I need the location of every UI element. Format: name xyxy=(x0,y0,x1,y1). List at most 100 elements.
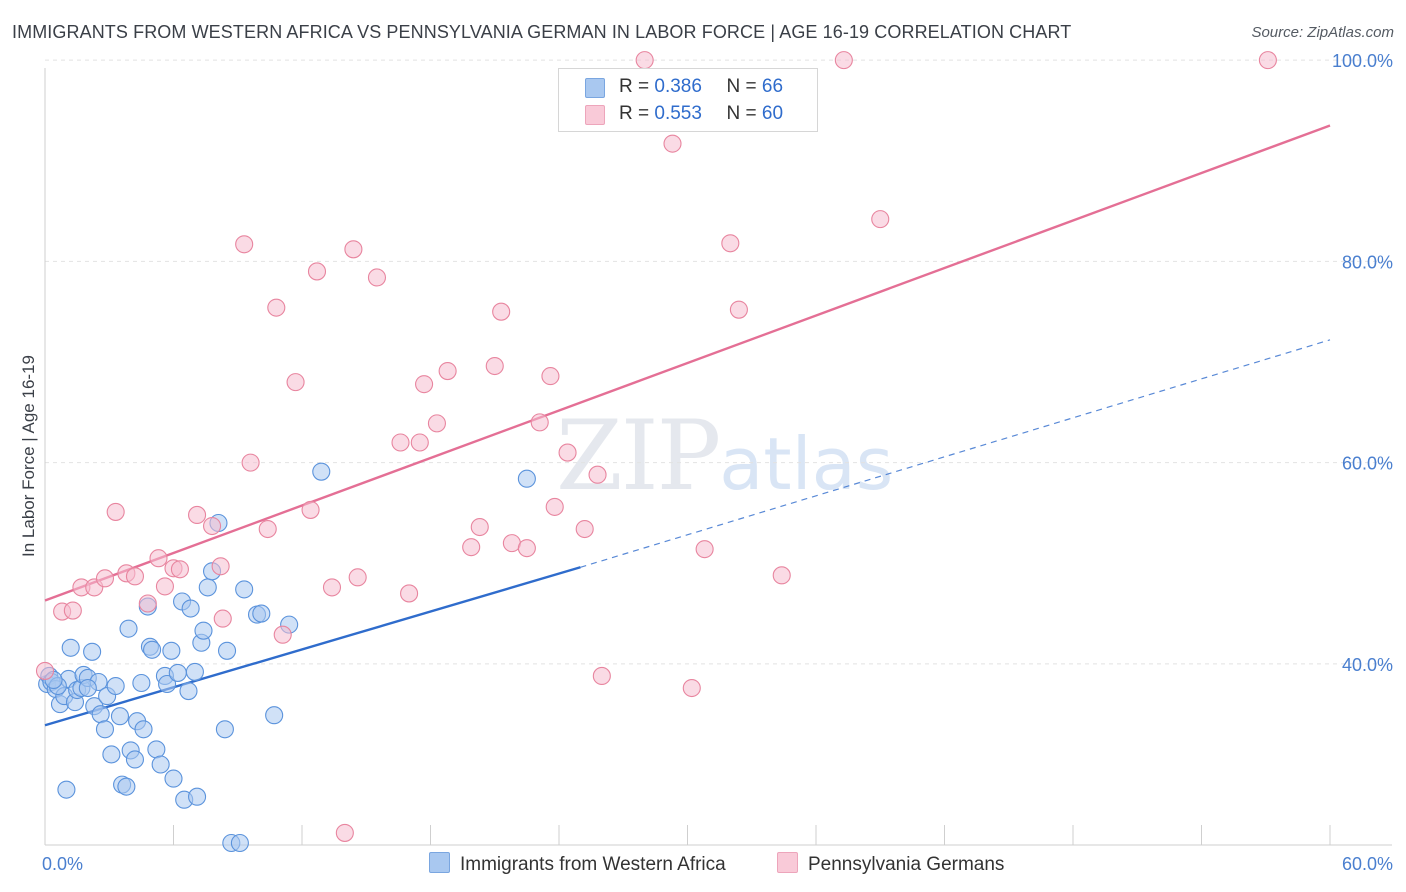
point-pennsylvania-german xyxy=(682,678,701,698)
watermark: ZIPatlas xyxy=(556,400,893,512)
point-pennsylvania-german xyxy=(545,497,564,516)
point-pennsylvania-german xyxy=(400,584,419,603)
point-pennsylvania-german xyxy=(502,534,521,553)
point-western-africa xyxy=(162,641,181,660)
point-pennsylvania-german xyxy=(235,235,254,254)
point-pennsylvania-german xyxy=(871,210,890,229)
trend-line-pennsylvania-german xyxy=(44,124,1331,602)
point-western-africa xyxy=(252,604,271,623)
legend-r-value-1: 0.386 xyxy=(654,76,702,97)
chart-title: IMMIGRANTS FROM WESTERN AFRICA VS PENNSY… xyxy=(12,22,1072,42)
source-label: Source: ZipAtlas.com xyxy=(1251,24,1394,41)
point-pennsylvania-german xyxy=(415,375,434,394)
point-western-africa xyxy=(95,720,115,739)
bottom-legend-swatch-series1 xyxy=(429,852,450,873)
point-pennsylvania-german xyxy=(410,433,429,452)
point-western-africa xyxy=(194,621,213,640)
bottom-legend-swatch-series2 xyxy=(777,852,798,873)
legend-swatch-series1 xyxy=(585,78,605,98)
point-western-africa xyxy=(185,662,204,681)
axes xyxy=(44,68,1392,846)
bottom-legend-series2: Pennsylvania Germans xyxy=(777,852,1004,876)
point-western-africa xyxy=(147,740,166,759)
legend-n-label-2: N = xyxy=(726,103,757,124)
bottom-legend-series1: Immigrants from Western Africa xyxy=(429,852,726,876)
point-western-africa xyxy=(198,578,217,597)
point-western-africa xyxy=(117,777,136,796)
point-pennsylvania-german xyxy=(470,517,489,537)
point-western-africa xyxy=(91,705,110,724)
point-western-africa xyxy=(217,641,237,660)
point-western-africa xyxy=(83,642,102,661)
point-pennsylvania-german xyxy=(286,373,305,392)
point-pennsylvania-german xyxy=(211,557,230,576)
x-ticks xyxy=(44,825,1331,845)
point-pennsylvania-german xyxy=(106,502,125,521)
point-pennsylvania-german xyxy=(213,609,232,628)
legend-n-label-1: N = xyxy=(726,76,757,97)
bottom-legend-label-series2: Pennsylvania Germans xyxy=(808,854,1005,875)
point-pennsylvania-german xyxy=(273,625,292,644)
point-pennsylvania-german xyxy=(149,549,168,568)
point-pennsylvania-german xyxy=(695,540,714,559)
point-pennsylvania-german xyxy=(267,298,286,317)
point-pennsylvania-german xyxy=(391,433,410,452)
legend-n-value-2: 60 xyxy=(761,103,784,124)
point-western-africa xyxy=(517,469,536,488)
point-western-africa xyxy=(164,769,183,788)
correlation-legend: R = 0.386 N = 66 R = 0.553 N = 60 xyxy=(558,68,818,132)
point-pennsylvania-german xyxy=(344,240,363,259)
x-tick-label: 0.0% xyxy=(42,854,83,874)
point-pennsylvania-german xyxy=(95,569,115,588)
point-pennsylvania-german xyxy=(125,567,144,586)
gridlines xyxy=(45,59,1392,665)
point-pennsylvania-german xyxy=(729,300,748,319)
point-pennsylvania-german xyxy=(492,302,511,321)
point-western-africa xyxy=(110,707,130,726)
point-western-africa xyxy=(168,663,187,682)
point-pennsylvania-german xyxy=(301,500,320,519)
point-pennsylvania-german xyxy=(834,51,853,70)
trend-line-western-africa xyxy=(44,566,581,727)
point-pennsylvania-german xyxy=(170,560,189,579)
y-axis-title: In Labor Force | Age 16-19 xyxy=(19,355,38,557)
point-western-africa xyxy=(119,619,138,638)
point-pennsylvania-german xyxy=(588,465,607,484)
point-pennsylvania-german xyxy=(155,577,174,596)
point-pennsylvania-german xyxy=(63,601,82,620)
point-western-africa xyxy=(179,681,198,701)
point-pennsylvania-german xyxy=(485,356,504,376)
point-western-africa xyxy=(312,462,331,481)
point-pennsylvania-german xyxy=(541,367,560,386)
point-pennsylvania-german xyxy=(1258,51,1277,70)
point-western-africa xyxy=(143,640,162,659)
point-western-africa xyxy=(181,599,200,618)
point-western-africa xyxy=(57,780,76,799)
y-tick-labels: 40.0% 60.0% 80.0% 100.0% xyxy=(1332,51,1393,675)
point-pennsylvania-german xyxy=(188,505,207,525)
legend-r-value-2: 0.553 xyxy=(654,103,702,124)
point-western-africa xyxy=(265,706,284,725)
point-pennsylvania-german xyxy=(663,134,682,153)
point-pennsylvania-german xyxy=(241,453,260,472)
y-tick-label: 40.0% xyxy=(1342,655,1393,675)
watermark-zip: ZIP xyxy=(556,400,721,512)
point-western-africa xyxy=(78,678,97,698)
point-western-africa xyxy=(215,720,234,739)
point-pennsylvania-german xyxy=(138,594,157,613)
point-pennsylvania-german xyxy=(427,414,446,433)
data-points xyxy=(35,51,1277,853)
watermark-atlas: atlas xyxy=(719,422,894,506)
point-western-africa xyxy=(102,745,121,764)
y-tick-label: 100.0% xyxy=(1332,51,1393,71)
point-pennsylvania-german xyxy=(35,661,55,680)
point-pennsylvania-german xyxy=(348,568,367,587)
legend-r-label-2: R = xyxy=(619,103,650,124)
y-tick-label: 80.0% xyxy=(1342,252,1393,272)
point-pennsylvania-german xyxy=(462,538,481,557)
point-pennsylvania-german xyxy=(635,51,654,70)
trend-line-western-africa-extension xyxy=(580,339,1331,568)
legend-r-label-1: R = xyxy=(619,76,650,97)
point-western-africa xyxy=(188,787,207,806)
